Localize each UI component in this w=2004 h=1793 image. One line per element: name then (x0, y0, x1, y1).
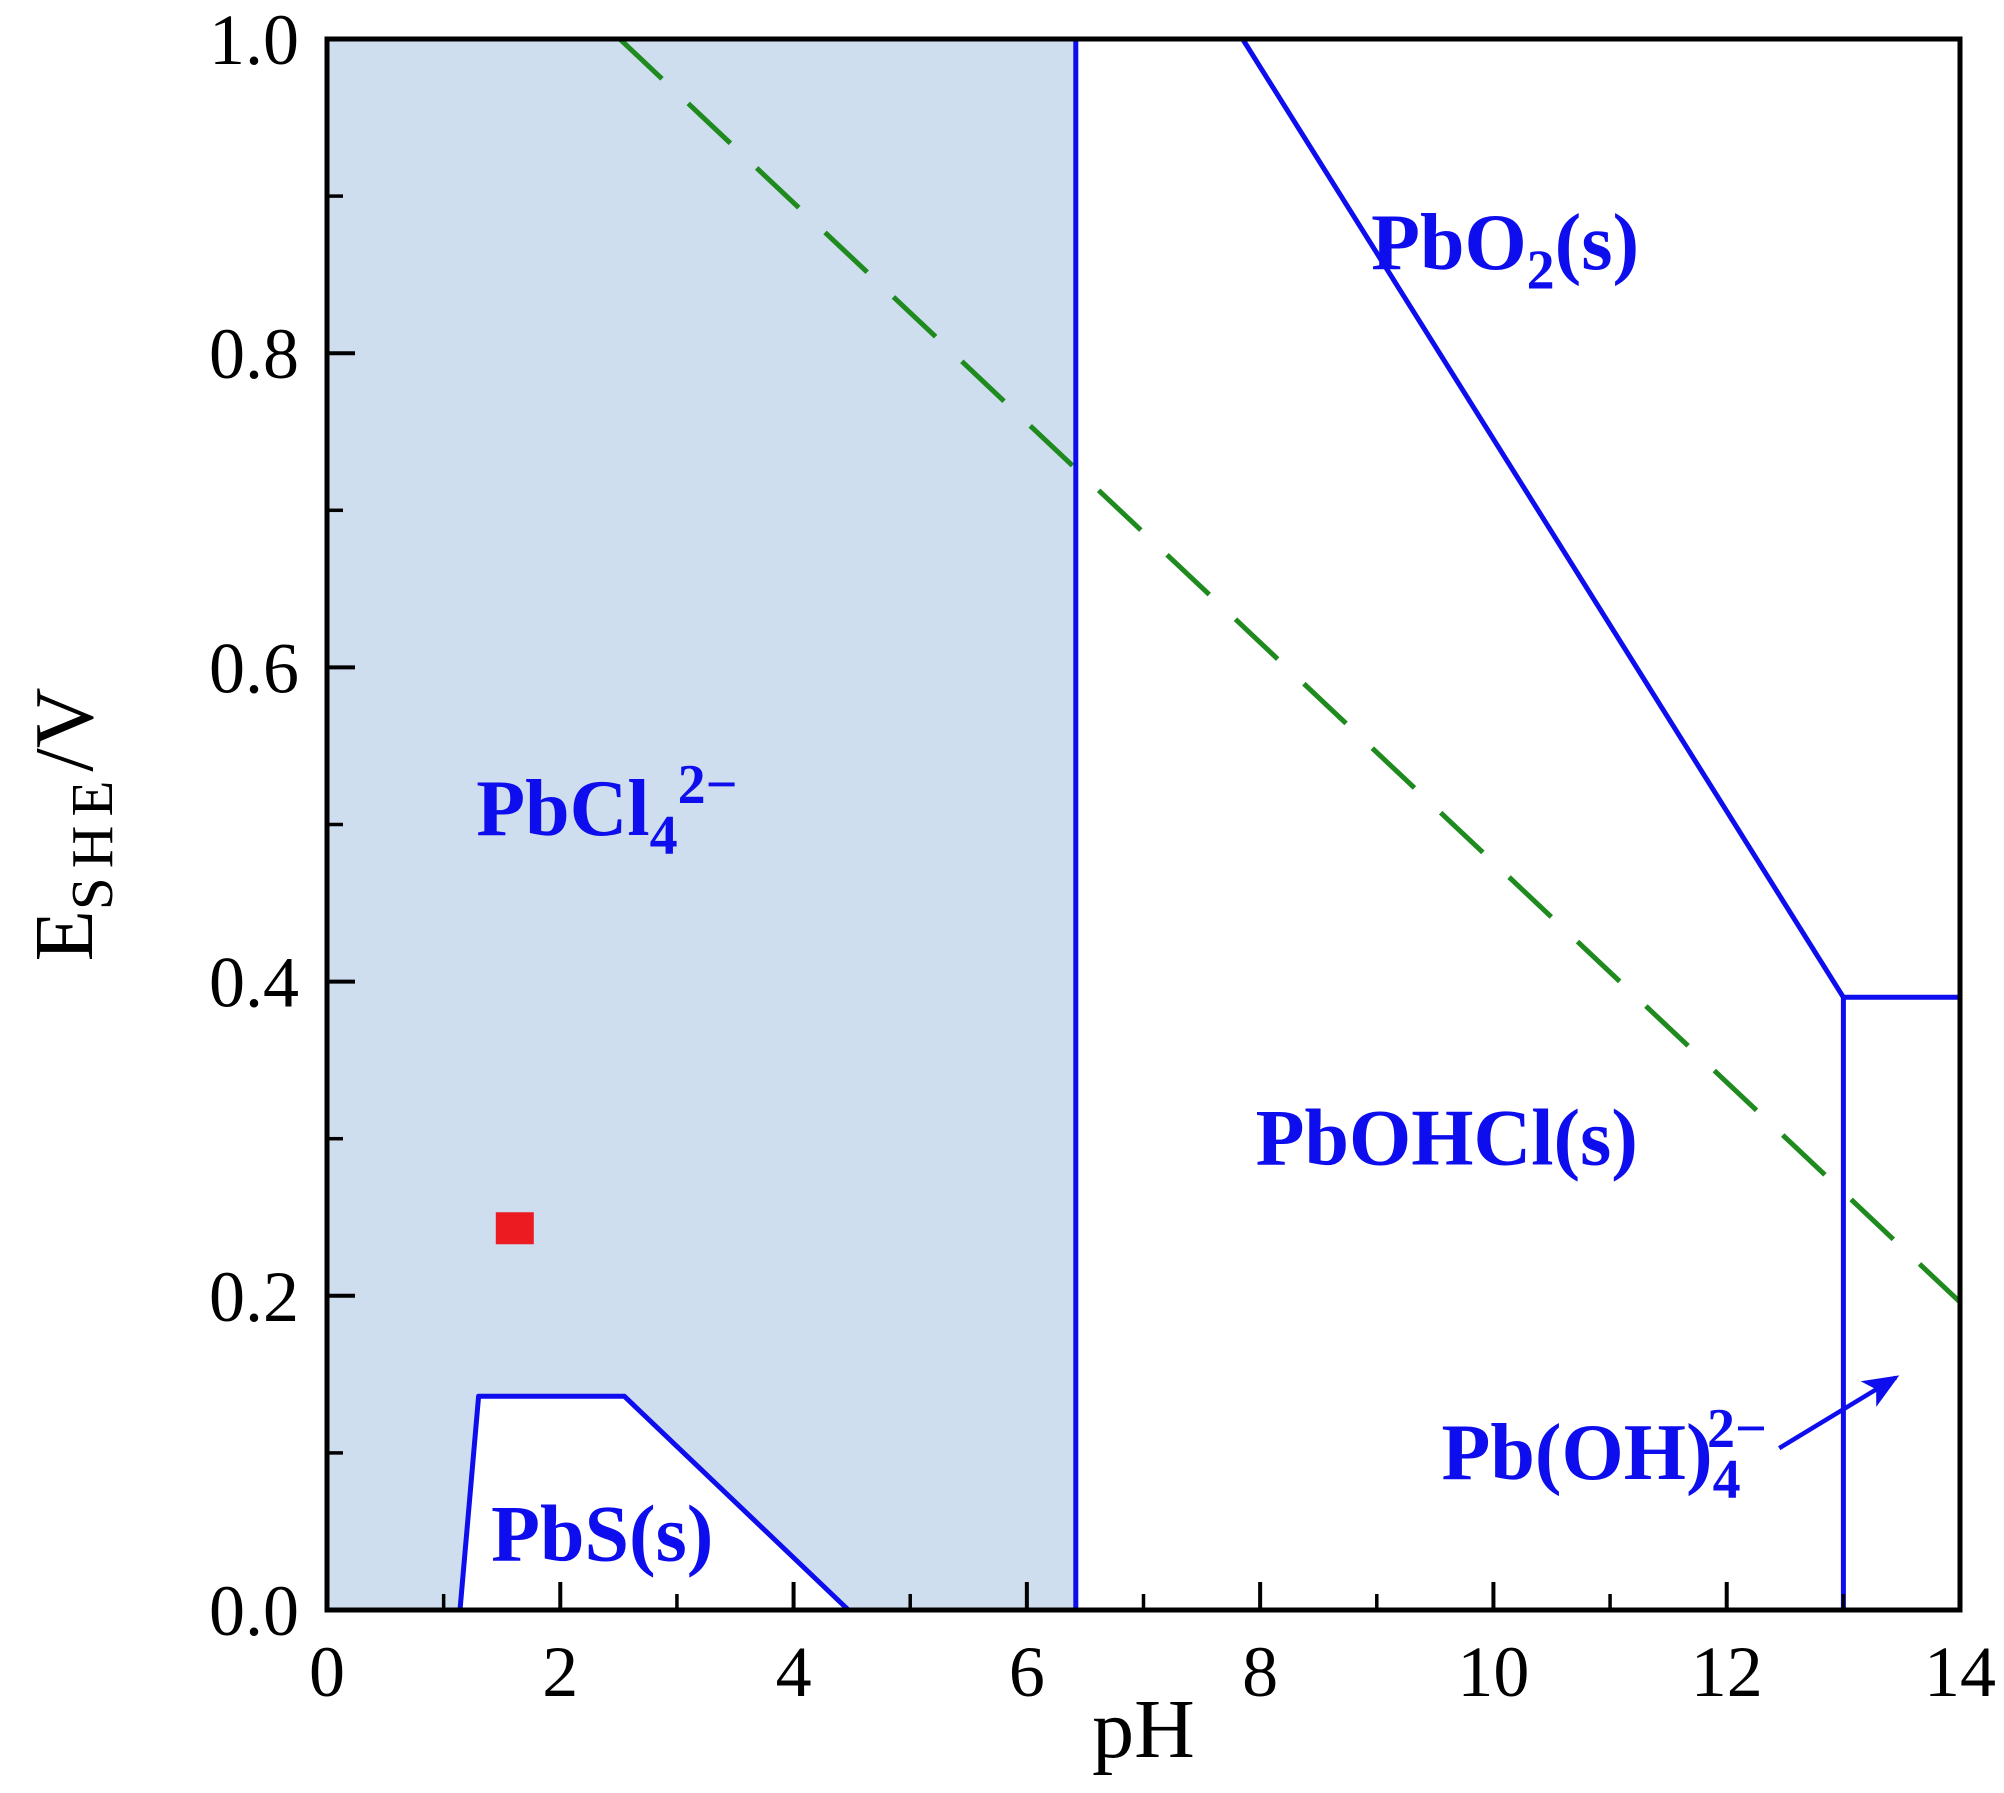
y-tick-label: 0.0 (209, 1571, 299, 1651)
region-label-pbo2: PbO2(s) (1371, 199, 1639, 301)
region-label-pbcl4: PbCl42− (476, 754, 737, 867)
x-tick-label: 10 (1457, 1632, 1529, 1712)
data-point-marker (495, 1212, 534, 1245)
region-label-pbohcl: PbOHCl(s) (1256, 1095, 1638, 1183)
y-axis-title: ESHE/V (18, 688, 125, 962)
redox-guideline (618, 37, 1962, 1304)
x-axis-title: pH (1092, 1683, 1195, 1776)
x-tick-label: 2 (542, 1632, 578, 1712)
x-tick-label: 6 (1009, 1632, 1045, 1712)
y-tick-label: 0.2 (209, 1257, 299, 1337)
y-tick-label: 0.8 (209, 314, 299, 394)
y-tick-label: 0.6 (209, 628, 299, 708)
x-tick-label: 14 (1924, 1632, 1996, 1712)
y-tick-label: 0.4 (209, 943, 299, 1023)
x-tick-label: 4 (776, 1632, 812, 1712)
x-tick-label: 12 (1691, 1632, 1763, 1712)
region-label-pbs: PbS(s) (491, 1491, 713, 1579)
region-label-pboh4: Pb(OH)42− (1442, 1398, 1767, 1511)
x-tick-label: 0 (309, 1632, 345, 1712)
pbs-boundary (457, 1393, 851, 1612)
pbo2-pbohcl-boundary (1240, 37, 1846, 999)
annotation-arrow (1778, 1375, 1900, 1451)
pbcl4-shaded-region (327, 39, 1076, 1610)
y-tick-label: 1.0 (209, 0, 299, 80)
x-tick-label: 8 (1242, 1632, 1278, 1712)
